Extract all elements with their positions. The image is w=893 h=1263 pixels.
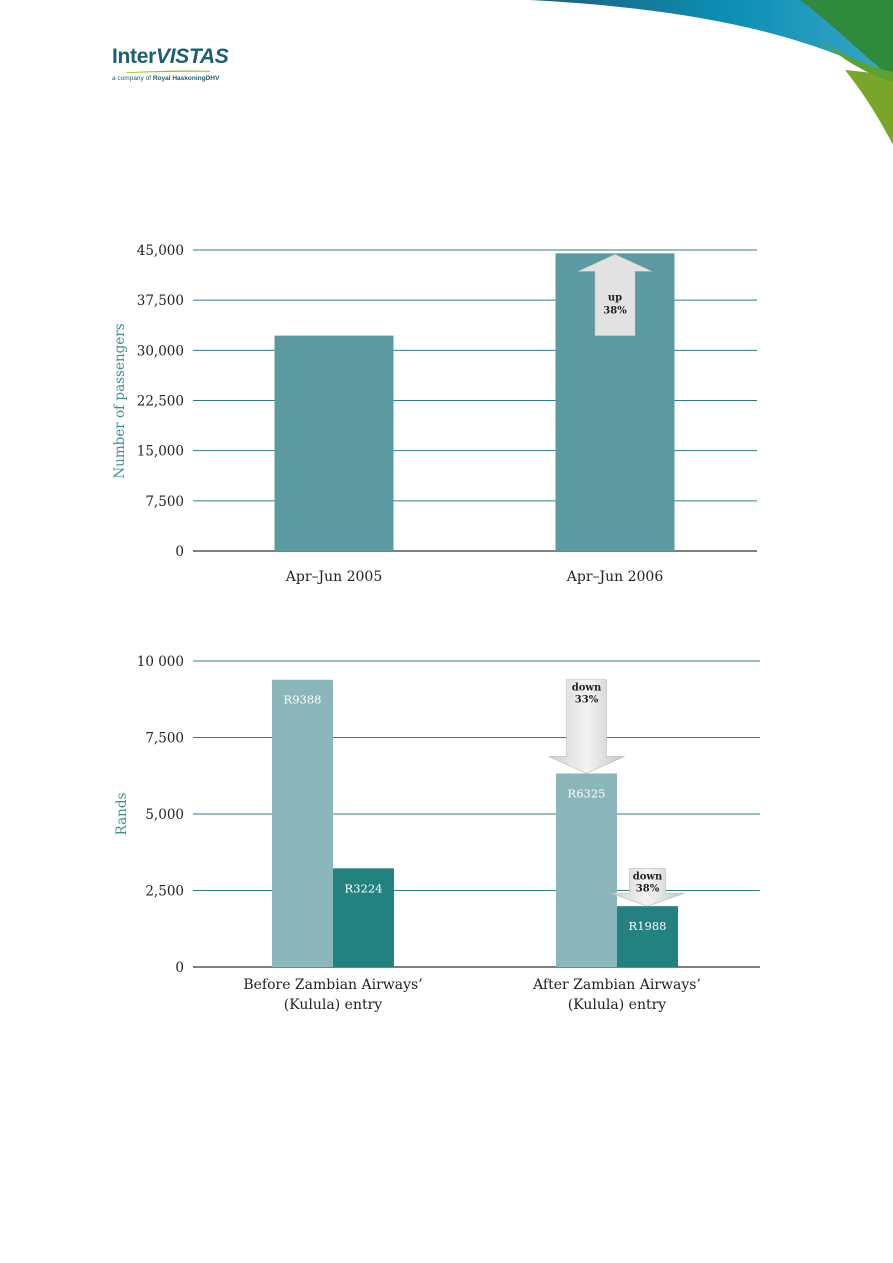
rands-y-axis-label: Rands: [114, 793, 130, 836]
arrow-label-line2: 33%: [575, 695, 599, 706]
logo-tagline-part1: a company of: [112, 75, 153, 82]
rands-x-tick-labels: Before Zambian Airways’ (Kulula) entry Aft…: [243, 977, 701, 1013]
x-tick-label-line2: (Kulula) entry: [568, 997, 666, 1013]
corner-swoosh: [530, 0, 893, 145]
bar-data-label: R6325: [568, 786, 606, 800]
passengers-y-tick-labels: 0 7,500 15,000 22,500 30,000 37,500 45,000: [137, 243, 184, 560]
arrow-label-line2: 38%: [636, 883, 660, 894]
y-tick-label: 10 000: [137, 654, 184, 670]
bar: [272, 679, 333, 967]
arrow-label-line2: 38%: [603, 305, 627, 316]
bar: [333, 868, 394, 967]
logo-swoosh-bar: [126, 70, 210, 73]
logo-tagline-part2: Royal HaskoningDHV: [152, 75, 220, 82]
y-tick-label: 15,000: [137, 444, 184, 460]
y-tick-label: 0: [175, 544, 184, 560]
bar: [617, 906, 678, 967]
passengers-y-axis-label: Number of passengers: [112, 323, 128, 478]
y-tick-label: 30,000: [137, 343, 184, 359]
down-arrow-shape: [610, 868, 685, 907]
passengers-bar-chart: 0 7,500 15,000 22,500 30,000 37,500 45,000 Num…: [112, 243, 757, 585]
bar: [274, 335, 394, 551]
logo-tagline: a company of Royal HaskoningDHV: [112, 75, 229, 82]
passengers-up-arrow: up 38%: [577, 254, 653, 336]
down-arrow-shape: [548, 679, 625, 774]
intervistas-logo: InterVISTAS a company of Royal Haskoning…: [112, 45, 229, 82]
bar-data-label: R9388: [284, 693, 322, 707]
arrow-label-line1: down: [633, 871, 663, 882]
up-arrow-shape: [577, 254, 653, 336]
y-tick-label: 2,500: [145, 884, 184, 900]
bar: [556, 773, 617, 967]
logo-name-part1: Inter: [112, 45, 157, 68]
arrow-label-line1: up: [608, 292, 622, 303]
y-tick-label: 45,000: [137, 243, 184, 259]
logo-name-part2: VISTAS: [156, 45, 229, 68]
arrow-label-line1: down: [572, 683, 602, 694]
bar-data-label: R1988: [629, 919, 667, 933]
y-tick-label: 5,000: [145, 807, 184, 823]
x-tick-label-line2: (Kulula) entry: [284, 997, 382, 1013]
x-tick-label: Apr–Jun 2006: [566, 569, 664, 585]
logo-wordmark: InterVISTAS: [112, 45, 229, 69]
x-tick-label-line1: Before Zambian Airways’: [243, 977, 422, 993]
y-tick-label: 22,500: [137, 394, 184, 410]
y-tick-label: 0: [175, 960, 184, 976]
y-tick-label: 37,500: [137, 293, 184, 309]
rands-y-tick-labels: 0 2,500 5,000 7,500 10 000: [137, 654, 184, 976]
bar-data-label: R3224: [345, 881, 383, 895]
rands-bars: R9388 R6325 R3224 R1988: [272, 679, 678, 967]
x-tick-label-line1: After Zambian Airways’: [532, 977, 701, 993]
y-tick-label: 7,500: [145, 494, 184, 510]
passengers-x-tick-labels: Apr–Jun 2005 Apr–Jun 2006: [285, 569, 664, 585]
y-tick-label: 7,500: [145, 731, 184, 747]
x-tick-label: Apr–Jun 2005: [285, 569, 383, 585]
